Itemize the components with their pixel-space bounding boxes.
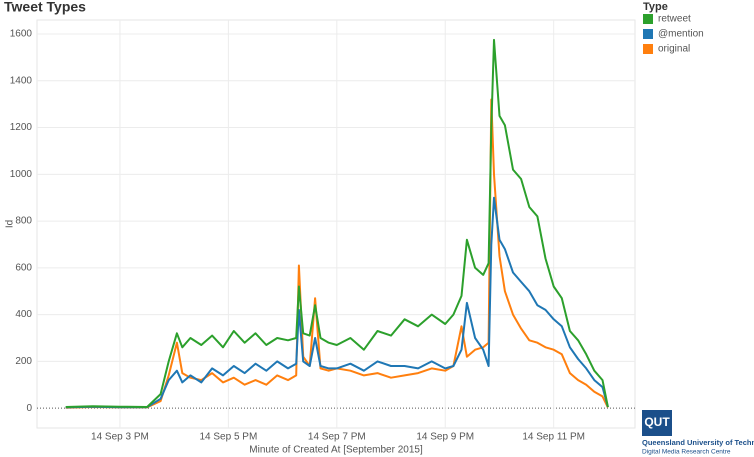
y-tick-label: 1200: [10, 122, 33, 133]
legend-label: retweet: [658, 14, 691, 25]
x-tick-label: 14 Sep 11 PM: [522, 432, 585, 443]
x-axis-label: Minute of Created At [September 2015]: [249, 445, 423, 456]
logo-box: [642, 410, 672, 436]
y-tick-label: 1400: [10, 75, 33, 86]
legend-label: @mention: [658, 29, 704, 40]
line-series: [65, 38, 609, 408]
legend-swatch: [643, 29, 653, 39]
y-tick-label: 800: [15, 216, 32, 227]
chart-title: Tweet Types: [4, 0, 86, 15]
y-axis-label: Id: [5, 220, 16, 228]
x-tick-label: 14 Sep 7 PM: [308, 432, 366, 443]
legend-swatch: [643, 44, 653, 54]
logo-mark: QUT: [644, 415, 670, 429]
plot-frame: [36, 19, 636, 429]
legend-label: original: [658, 44, 690, 55]
y-tick-label: 1600: [10, 29, 33, 40]
line-series: [65, 196, 609, 409]
x-tick-label: 14 Sep 3 PM: [91, 432, 149, 443]
y-tick-label: 400: [15, 309, 32, 320]
legend-title: Type: [643, 1, 668, 13]
x-tick-label: 14 Sep 9 PM: [416, 432, 474, 443]
logo-unit: Digital Media Research Centre: [642, 449, 731, 456]
y-tick-label: 600: [15, 262, 32, 273]
logo-name: Queensland University of Technology: [642, 438, 754, 447]
legend-swatch: [643, 14, 653, 24]
y-tick-label: 200: [15, 356, 32, 367]
x-tick-label: 14 Sep 5 PM: [199, 432, 257, 443]
y-tick-label: 1000: [10, 169, 33, 180]
y-tick-label: 0: [26, 403, 32, 414]
